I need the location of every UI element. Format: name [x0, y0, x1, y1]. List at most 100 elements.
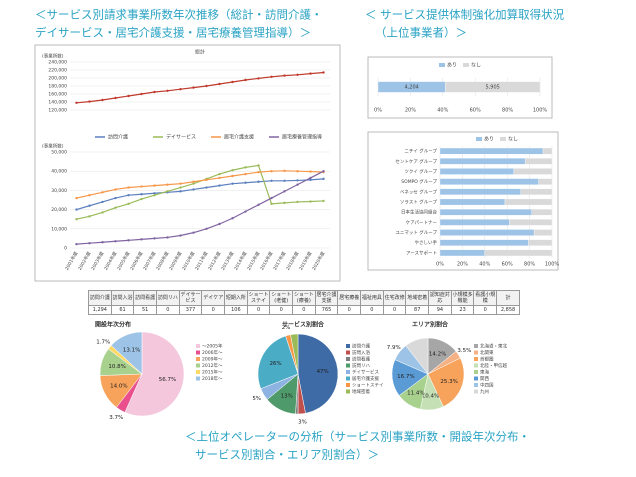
legend-label: 居宅療養管理指導	[282, 134, 322, 141]
point	[166, 183, 169, 186]
point	[283, 190, 286, 193]
point	[140, 185, 143, 188]
value-label: 11.4%	[407, 390, 424, 396]
y-axis-label: (事業所数)	[42, 53, 64, 60]
x-tick-label: 80%	[502, 108, 513, 114]
legend-label: 中四国	[480, 382, 494, 389]
point	[127, 239, 130, 242]
legend-swatch	[474, 376, 478, 381]
point	[309, 200, 312, 203]
line-series	[76, 170, 324, 199]
pie-slice	[427, 357, 465, 407]
legend-label: 地域密着	[352, 388, 370, 395]
value-label: 56.7%	[159, 377, 176, 383]
point	[270, 202, 273, 206]
legend-swatch	[474, 344, 478, 348]
x-tick-label: 20%	[405, 108, 416, 114]
point	[166, 236, 169, 239]
heading: デイサービス・居宅介護支援・居宅療養管理指導）＞	[35, 26, 311, 40]
value-label: 16.7%	[397, 374, 414, 380]
point	[153, 194, 156, 197]
point	[140, 193, 143, 196]
point	[257, 164, 260, 167]
point	[75, 218, 78, 221]
y-tick-label: 120,000	[48, 108, 67, 114]
point	[114, 188, 117, 191]
table-header: 計	[496, 290, 520, 306]
point	[179, 186, 182, 189]
point	[257, 180, 260, 183]
table-cell: 0	[269, 305, 294, 315]
point	[114, 240, 117, 243]
y-tick-label: 0	[64, 246, 67, 252]
pie-slice	[257, 335, 299, 390]
legend-label: 居宅介護支援	[224, 134, 254, 141]
point	[127, 94, 130, 98]
x-tick-label: 40%	[479, 262, 490, 268]
value-label: 13%	[281, 394, 293, 400]
table-cell: 377	[178, 305, 203, 315]
pie-slice	[124, 331, 185, 417]
table-cell: 0	[337, 305, 362, 315]
y-tick-label: SOMPO グループ	[401, 178, 437, 185]
value-label: 14.0%	[110, 383, 127, 389]
table-header: 訪問看護	[133, 290, 158, 306]
point	[101, 98, 104, 102]
value-label: 3.7%	[109, 415, 123, 421]
legend-label: なし	[471, 62, 481, 69]
heading: （上位事業者）＞	[375, 26, 467, 40]
value-label: 2%	[282, 325, 291, 331]
point	[218, 172, 221, 176]
legend-label: 九州	[480, 388, 489, 395]
x-tick-label: 40%	[437, 108, 448, 114]
bar-segment	[439, 229, 535, 236]
point	[322, 177, 325, 181]
value-label: 14.2%	[429, 351, 446, 357]
point	[322, 199, 325, 203]
y-tick-label: アースサポート	[406, 249, 437, 256]
value-label: 4,204	[405, 85, 419, 91]
table-header: 地域密着	[405, 290, 430, 306]
y-tick-label: 160,000	[48, 92, 67, 98]
point	[153, 192, 156, 195]
y-tick-label: 180,000	[48, 84, 67, 90]
point	[101, 191, 104, 194]
legend-label: 北海道・東北	[480, 343, 507, 350]
legend-label: 訪問入浴	[352, 349, 370, 356]
point	[127, 202, 130, 206]
point	[218, 82, 221, 86]
table-header: ショート(療養)	[292, 290, 316, 306]
y-tick-label: 40,000	[51, 169, 67, 175]
bar-segment	[513, 168, 553, 175]
legend-label: 〜2005年	[202, 343, 223, 350]
point	[192, 188, 195, 191]
legend-swatch	[346, 389, 350, 394]
point	[140, 92, 143, 96]
chart-title: サービス別割合	[282, 321, 325, 329]
point	[283, 169, 286, 173]
point	[192, 86, 195, 89]
point	[257, 77, 260, 80]
pie-slice	[290, 333, 299, 375]
y-tick-label: ベネッセ グループ	[400, 188, 438, 195]
point	[270, 196, 273, 200]
x-tick-label: 0%	[436, 262, 444, 268]
point	[166, 190, 169, 193]
point	[205, 178, 208, 182]
x-tick-label: 60%	[502, 262, 513, 268]
point	[88, 194, 91, 197]
pie-slice	[297, 333, 339, 414]
legend-label: ショートステイ	[352, 383, 384, 389]
x-tick-label: 100%	[545, 262, 560, 268]
chart-title: 総計	[195, 49, 205, 56]
point	[218, 184, 221, 187]
heading: ＜上位オペレーターの分析（サービス別事業所数・開設年次分布・	[185, 430, 530, 444]
legend-label: 2006年〜	[202, 349, 223, 356]
table-cell: 106	[224, 305, 248, 315]
point	[309, 176, 312, 180]
y-tick-label: 200,000	[48, 76, 67, 82]
point	[244, 210, 247, 213]
legend-swatch	[463, 63, 469, 67]
table-cell: 51	[133, 305, 158, 315]
